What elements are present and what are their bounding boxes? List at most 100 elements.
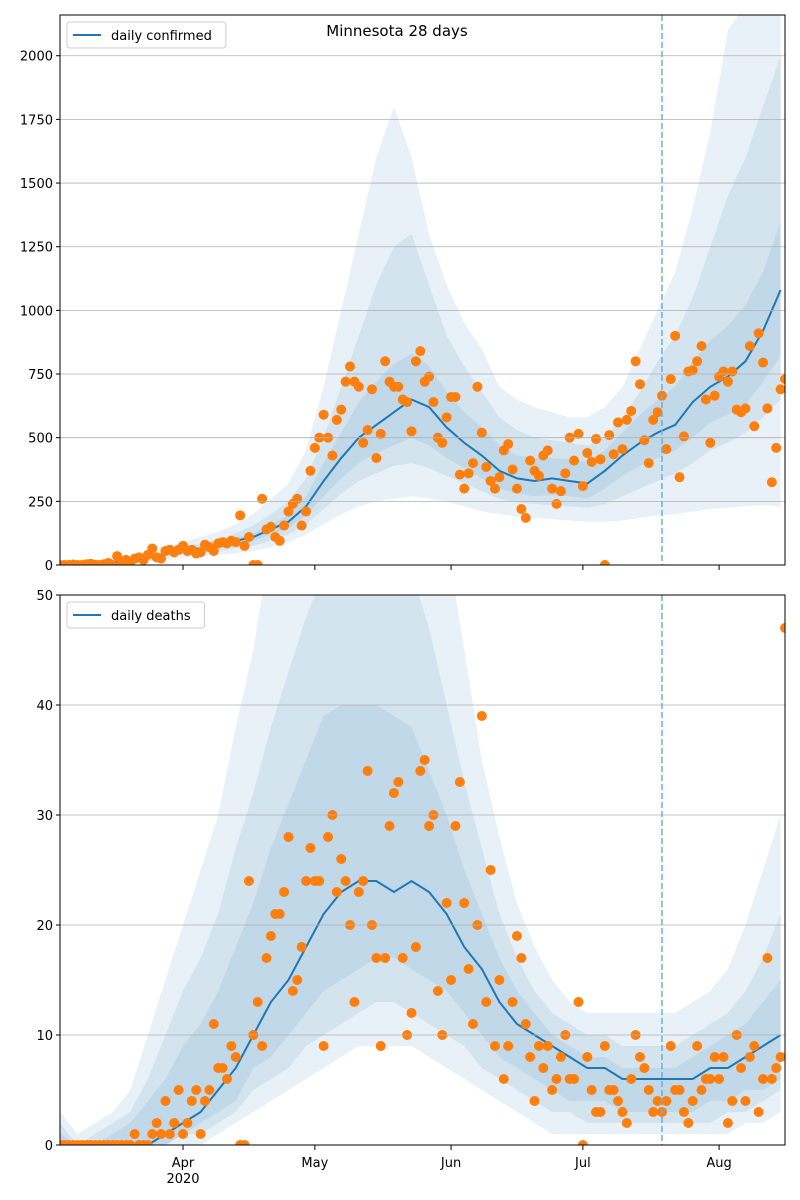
data-point [533, 1041, 544, 1051]
line [60, 879, 782, 1145]
data-point [230, 1052, 241, 1062]
data-point [279, 887, 290, 897]
x-tick-label: Aug [706, 1156, 731, 1171]
data-point [740, 403, 751, 414]
data-point [323, 832, 334, 842]
data-point [375, 428, 386, 439]
data-point [450, 821, 461, 831]
data-point [749, 421, 760, 432]
data-point [643, 1085, 654, 1095]
data-point [643, 458, 654, 469]
data-point [661, 444, 672, 455]
data-point [252, 560, 263, 565]
data-point [766, 477, 777, 488]
data-point [301, 876, 312, 886]
data-point [173, 1085, 184, 1095]
data-point [446, 975, 457, 985]
chart-title: Minnesota 28 days [326, 22, 468, 40]
data-point [406, 426, 417, 437]
data-point [683, 1118, 694, 1128]
data-point [235, 510, 246, 521]
data-point [678, 1107, 689, 1117]
data-point [353, 887, 364, 897]
data-point [265, 931, 276, 941]
data-point [648, 1107, 659, 1117]
data-point [112, 551, 123, 562]
data-point [771, 1063, 782, 1073]
data-point [221, 1074, 232, 1084]
data-point [639, 1063, 650, 1073]
y-tick-label: 1250 [20, 241, 53, 256]
legend-box [66, 21, 227, 49]
data-point [318, 409, 329, 420]
data-point [437, 437, 448, 448]
legend-label: daily deaths [111, 609, 191, 624]
data-point [305, 465, 316, 476]
data-point [182, 1118, 193, 1128]
data-point [252, 997, 263, 1007]
data-point [340, 376, 351, 387]
data-point [613, 417, 624, 428]
data-point [547, 1085, 558, 1095]
data-point [577, 481, 588, 492]
data-point [538, 1063, 549, 1073]
data-point [296, 520, 307, 531]
data-point [573, 428, 584, 439]
data-point [687, 365, 698, 376]
data-point [156, 553, 167, 564]
data-point [393, 381, 404, 392]
data-point [296, 942, 307, 952]
confidence-band [60, 595, 781, 1145]
data-point [331, 887, 342, 897]
data-point [621, 1118, 632, 1128]
y-tick-label: 20 [36, 919, 53, 934]
legend-label: daily confirmed [111, 29, 212, 44]
data-point [525, 455, 536, 466]
data-point [485, 865, 496, 875]
data-point [239, 1140, 250, 1145]
data-point [147, 543, 158, 554]
data-point [257, 1041, 268, 1051]
data-point [274, 909, 285, 919]
data-point [208, 545, 219, 556]
data-point [617, 1107, 628, 1117]
data-point [481, 461, 492, 472]
data-point [727, 366, 738, 377]
data-point [432, 986, 443, 996]
y-tick-label: 2000 [20, 50, 53, 65]
data-point [345, 361, 355, 372]
data-point [718, 366, 729, 377]
data-point [525, 1052, 536, 1062]
data-point [107, 560, 118, 565]
data-point [771, 442, 782, 453]
data-point [441, 898, 452, 908]
data-point [516, 503, 527, 514]
data-point [775, 1052, 785, 1062]
data-point [160, 1096, 171, 1106]
data-point [274, 535, 285, 546]
data-point [507, 464, 518, 475]
data-point [243, 531, 254, 542]
data-point [560, 468, 571, 479]
data-point [687, 1096, 698, 1106]
data-point [555, 1052, 566, 1062]
data-point [358, 437, 369, 448]
data-point [380, 953, 391, 963]
y-tick-label: 250 [28, 495, 53, 510]
x-tick-label: May [301, 1156, 328, 1171]
data-point [639, 435, 650, 446]
confidence-band [60, 595, 781, 1145]
data-point [178, 1129, 189, 1139]
data-point [762, 403, 773, 414]
data-point [652, 1096, 663, 1106]
confidence-band [60, 221, 781, 565]
data-point [349, 997, 360, 1007]
data-point [586, 1085, 597, 1095]
data-point [371, 953, 382, 963]
data-point [287, 986, 298, 996]
data-point [670, 330, 681, 341]
data-point [498, 1074, 509, 1084]
data-point [722, 376, 733, 387]
data-point [586, 456, 597, 467]
